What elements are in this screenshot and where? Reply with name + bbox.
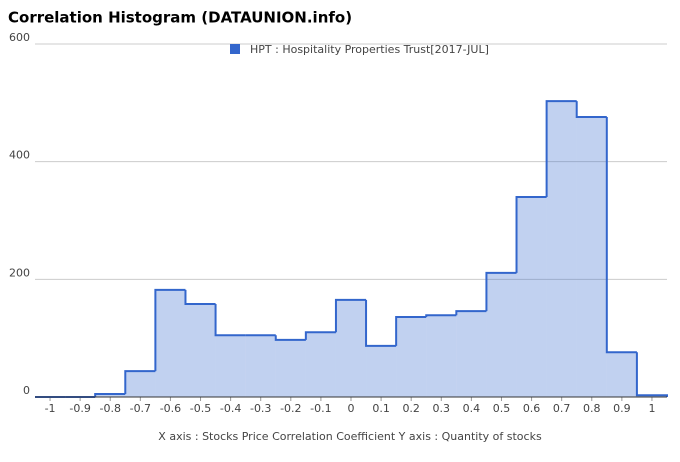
bar	[606, 352, 637, 397]
bar	[456, 311, 487, 397]
x-tick-label: 0.5	[493, 402, 511, 415]
x-tick-label: 0.4	[463, 402, 481, 415]
bar	[486, 272, 517, 397]
bar	[305, 332, 336, 397]
legend-swatch	[230, 44, 240, 54]
x-tick-label: 0.7	[553, 402, 571, 415]
legend-label: HPT : Hospitality Properties Trust[2017-…	[250, 43, 489, 56]
bar-outline	[304, 331, 336, 340]
x-tick-label: 0.9	[613, 402, 631, 415]
bar	[125, 371, 156, 397]
chart-title: Correlation Histogram (DATAUNION.info)	[8, 9, 352, 27]
bar-outline	[485, 271, 517, 312]
x-tick-label: 0.6	[523, 402, 541, 415]
bar-outline	[395, 315, 427, 346]
bar	[366, 345, 397, 397]
bar-outline	[515, 195, 547, 273]
x-tick-label: -0.3	[250, 402, 271, 415]
x-tick-label: 1	[648, 402, 655, 415]
x-tick-label: 0.3	[433, 402, 451, 415]
bar	[426, 315, 457, 397]
x-tick-label: 0.8	[583, 402, 601, 415]
bar-outline	[365, 299, 397, 347]
y-tick-label: 600	[9, 31, 30, 44]
bar-outline	[274, 335, 306, 341]
bar-outline	[334, 298, 367, 333]
y-tick-label: 0	[23, 384, 30, 397]
bar-outline	[214, 304, 246, 337]
x-tick-label: -0.1	[310, 402, 331, 415]
bar	[546, 101, 577, 398]
bar	[95, 394, 126, 397]
x-tick-label: -0.5	[190, 402, 211, 415]
y-tick-label: 400	[9, 149, 30, 162]
x-tick-label: -0.4	[220, 402, 241, 415]
bar-outline	[455, 310, 487, 316]
bar	[576, 116, 607, 397]
bar	[245, 335, 276, 397]
bar-outline	[94, 393, 126, 397]
x-tick-label: -0.7	[130, 402, 151, 415]
x-tick-label: 0.1	[372, 402, 390, 415]
bar-outline	[545, 100, 577, 197]
x-tick-label: -0.6	[160, 402, 181, 415]
bar-outline	[154, 288, 186, 372]
bar	[275, 339, 306, 397]
x-tick-label: 0	[348, 402, 355, 415]
bar	[396, 316, 427, 397]
bar-outline	[124, 370, 156, 395]
bar-outline	[425, 314, 457, 317]
x-tick-label: -0.9	[69, 402, 90, 415]
bar-outline	[184, 289, 216, 306]
x-tick-label: -1	[45, 402, 56, 415]
bar	[516, 196, 547, 397]
x-tick-label: -0.8	[100, 402, 121, 415]
bar	[155, 289, 186, 397]
bar	[185, 304, 216, 397]
bar	[215, 335, 246, 397]
bar-outline	[575, 101, 607, 118]
bar-outline	[635, 352, 668, 397]
y-tick-label: 200	[9, 266, 30, 279]
x-tick-label: 0.2	[402, 402, 420, 415]
x-axis-label: X axis : Stocks Price Correlation Coeffi…	[158, 430, 542, 443]
bar-outline	[605, 116, 637, 354]
bar	[335, 299, 367, 397]
x-tick-label: -0.2	[280, 402, 301, 415]
